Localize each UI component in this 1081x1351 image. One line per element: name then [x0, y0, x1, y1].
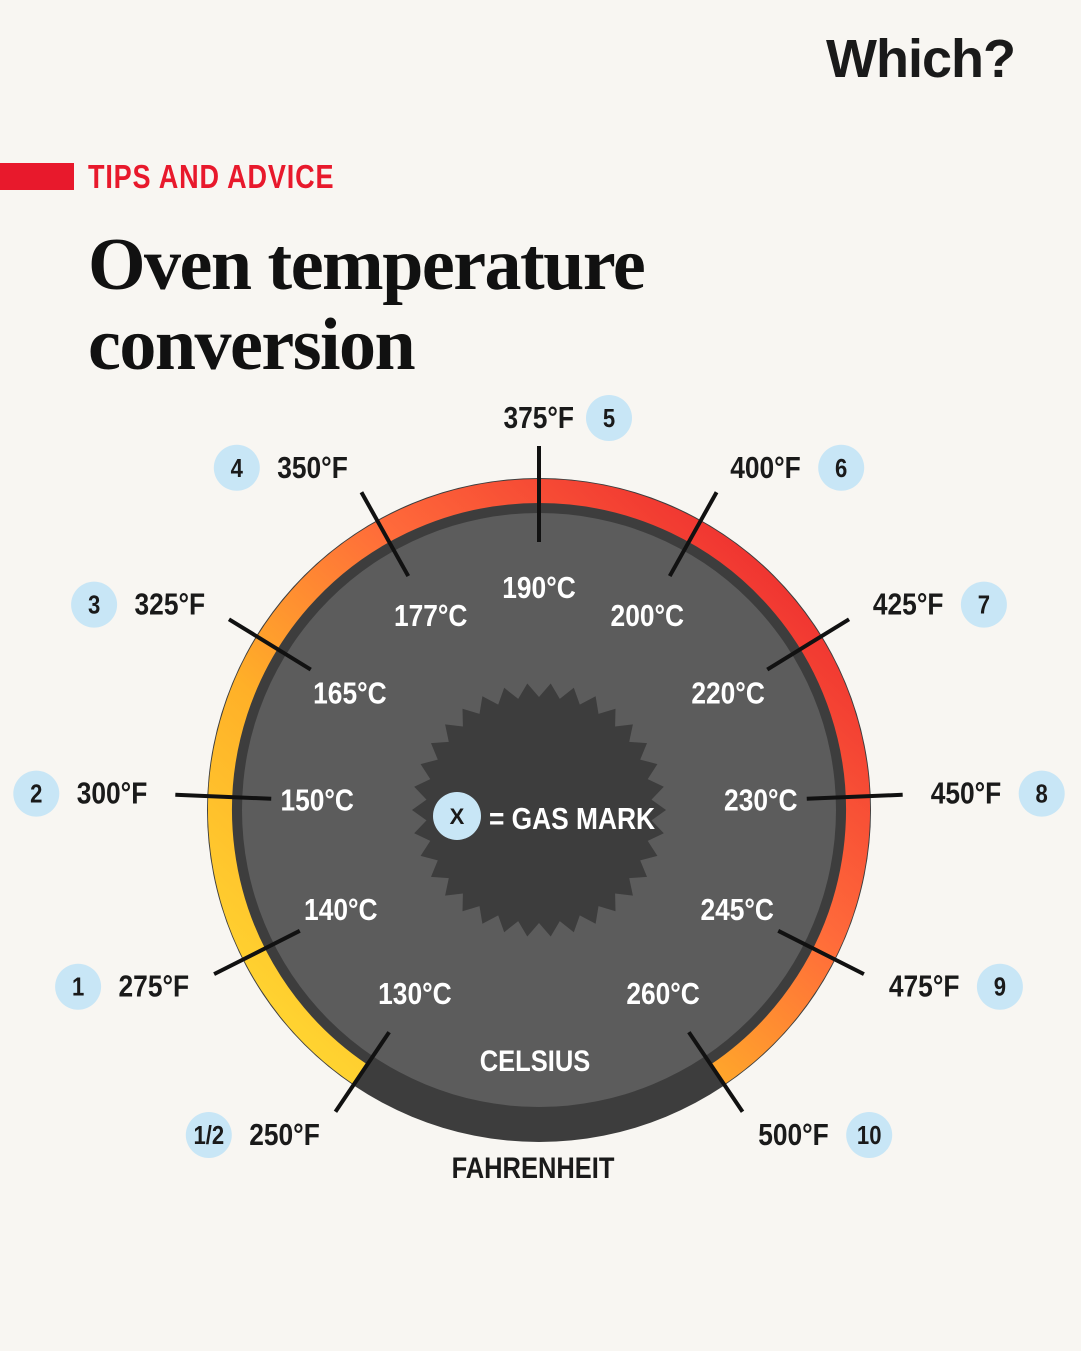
fahrenheit-value: 500°F	[758, 1118, 829, 1152]
kicker-bar	[0, 163, 74, 190]
gas-mark-badge	[13, 770, 60, 817]
fahrenheit-value: 400°F	[730, 451, 801, 485]
section-kicker: TIPS AND ADVICE	[88, 158, 335, 195]
celsius-label: CELSIUS	[480, 1044, 590, 1077]
dial-tick	[766, 617, 851, 672]
gas-mark-badge	[960, 581, 1007, 628]
gas-mark-value: 9	[994, 973, 1006, 1002]
dial-ticks	[175, 446, 903, 1113]
dial-tick	[175, 792, 272, 801]
gas-mark-badge	[213, 444, 260, 491]
celsius-value: 260°C	[626, 977, 699, 1011]
gas-mark-value: 1/2	[193, 1121, 224, 1150]
dial-tick	[777, 929, 865, 976]
title-line-1: Oven temperature	[88, 224, 646, 306]
fahrenheit-value: 425°F	[873, 588, 944, 622]
gas-mark-badge	[1018, 770, 1065, 817]
logo-text: Which	[826, 29, 984, 89]
celsius-value: 165°C	[313, 677, 386, 711]
celsius-value: 230°C	[724, 784, 797, 818]
gas-mark-badge	[71, 581, 118, 628]
gas-mark-value: 6	[835, 454, 847, 483]
celsius-value: 245°C	[700, 893, 773, 927]
dial-tick	[668, 491, 719, 578]
gas-mark-value: 1	[72, 973, 84, 1002]
logo-question-mark: ?	[982, 29, 1016, 89]
legend-badge	[433, 792, 481, 840]
gas-mark-value: 5	[603, 404, 615, 433]
fahrenheit-value: 300°F	[77, 777, 148, 811]
gas-mark-value: 4	[231, 454, 244, 483]
gas-mark-value: 7	[978, 591, 990, 620]
gas-mark-center-badge	[412, 683, 666, 937]
which-logo: Which?	[826, 29, 1016, 89]
legend-text: = GAS MARK	[489, 802, 655, 836]
title-line-2: conversion	[88, 304, 416, 386]
celsius-value: 130°C	[378, 977, 451, 1011]
gas-mark-badge	[55, 963, 102, 1010]
fahrenheit-value: 250°F	[249, 1118, 320, 1152]
dial-tick	[806, 792, 903, 801]
dial-labels: 130°C 250°F 1/2 140°C 275°F 1 150°C 300°F 2 165°C…	[13, 395, 1065, 1158]
gas-mark-value: 3	[88, 591, 100, 620]
dial-tick	[333, 1031, 391, 1113]
celsius-value: 190°C	[502, 571, 575, 605]
page-title: Oven temperature conversion	[88, 224, 646, 386]
celsius-value: 220°C	[691, 677, 764, 711]
celsius-value: 150°C	[280, 784, 353, 818]
gas-mark-value: 2	[30, 780, 42, 809]
fahrenheit-value: 450°F	[931, 777, 1002, 811]
gas-mark-badge	[976, 963, 1023, 1010]
gas-mark-value: 8	[1036, 780, 1048, 809]
legend-badge-text: X	[450, 804, 465, 829]
dial-tick	[359, 491, 410, 578]
fahrenheit-label: FAHRENHEIT	[452, 1151, 615, 1184]
fahrenheit-value: 275°F	[119, 970, 190, 1004]
gas-mark-badge	[846, 1112, 893, 1158]
gas-mark-badge	[185, 1112, 232, 1158]
gas-mark-badge	[586, 395, 632, 441]
fahrenheit-value: 475°F	[889, 970, 960, 1004]
dial-tick	[213, 929, 301, 976]
fahrenheit-value: 350°F	[277, 451, 348, 485]
celsius-value: 140°C	[304, 893, 377, 927]
dial-tick	[687, 1031, 745, 1113]
fahrenheit-value: 325°F	[135, 588, 206, 622]
celsius-value: 200°C	[611, 599, 684, 633]
gas-mark-badge	[818, 444, 865, 491]
fahrenheit-value: 375°F	[503, 401, 574, 435]
gas-mark-value: 10	[857, 1121, 882, 1150]
celsius-value: 177°C	[394, 599, 467, 633]
dial-tick	[227, 617, 312, 672]
